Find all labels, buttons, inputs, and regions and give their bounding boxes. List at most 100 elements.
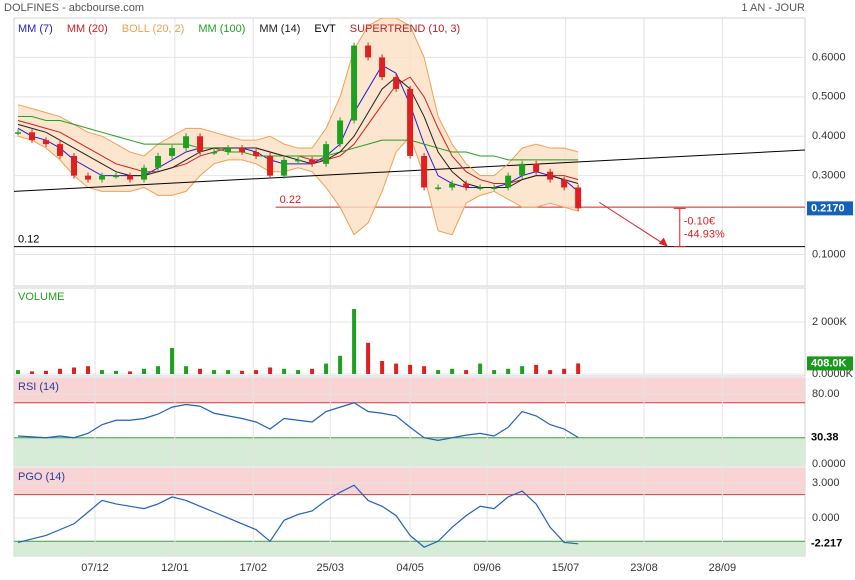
indicator-line: [18, 116, 579, 161]
candle: [211, 152, 218, 154]
volume-bar: [114, 370, 119, 374]
volume-bar: [212, 370, 217, 374]
last-value-box: [807, 536, 853, 551]
last-value-label: 30.38: [811, 431, 839, 443]
candle: [155, 155, 162, 168]
volume-bar: [464, 370, 469, 374]
candle: [519, 163, 526, 176]
candle: [99, 175, 106, 180]
y-tick-label: 0.6000: [812, 51, 846, 63]
candle: [225, 148, 232, 152]
plot: [14, 468, 805, 556]
last-value-label: 408.0K: [811, 357, 847, 369]
candle: [295, 159, 302, 162]
x-tick-label: 23/08: [630, 562, 658, 574]
x-tick-label: 12/01: [161, 562, 189, 574]
volume-bar: [520, 366, 525, 374]
volume-bar: [478, 363, 483, 374]
y-tick-label: 0.0000: [812, 458, 846, 470]
volume-bar: [268, 367, 273, 374]
candle: [365, 45, 372, 58]
volume-bar: [156, 366, 161, 374]
candle: [337, 120, 344, 145]
y-tick-label: 0.3000: [812, 170, 846, 182]
projection-arrow: [599, 201, 669, 248]
volume-bar: [576, 363, 581, 374]
y-tick-label: 2 000K: [812, 316, 848, 328]
candle: [197, 136, 204, 152]
candle: [309, 159, 316, 164]
legend-entry: MM (14): [259, 23, 300, 35]
y-tick-label: 0.5000: [812, 91, 846, 103]
volume-bar: [338, 355, 343, 374]
candle: [435, 187, 442, 189]
candle: [463, 183, 470, 188]
legend-entry: MM (20): [67, 23, 108, 35]
high-zone: [14, 468, 805, 495]
candle: [351, 45, 358, 121]
arrow-head: [658, 237, 668, 247]
volume-bar: [44, 370, 49, 374]
plot: [14, 288, 805, 376]
x-tick-label: 25/03: [317, 562, 345, 574]
volume-bar: [240, 370, 245, 374]
candle: [533, 163, 540, 172]
volume-bar: [72, 367, 77, 374]
volume-bar: [170, 348, 175, 374]
volume-bar: [58, 368, 63, 374]
candle: [323, 144, 330, 164]
volume-bar: [352, 309, 357, 374]
low-zone: [14, 437, 805, 466]
x-tick-label: 07/12: [81, 562, 109, 574]
candle: [449, 183, 456, 188]
volume-bar: [366, 342, 371, 374]
x-tick-label: 04/05: [396, 562, 424, 574]
panel-title: RSI (14): [18, 381, 59, 393]
last-value-label: -2.217: [811, 538, 842, 550]
header-period: 1 AN - JOUR: [741, 2, 805, 14]
plot: [14, 378, 805, 466]
low-zone: [14, 541, 805, 556]
volume-bar: [142, 368, 147, 374]
last-value-box: [807, 356, 853, 371]
panel: [13, 287, 806, 377]
volume-bar: [534, 364, 539, 374]
candle: [15, 132, 22, 134]
volume-bar: [436, 370, 441, 374]
volume-bar: [548, 370, 553, 374]
last-value-box: [807, 201, 853, 216]
volume-bar: [408, 364, 413, 374]
candle: [393, 77, 400, 89]
candle: [421, 155, 428, 188]
volume-bar: [282, 368, 287, 374]
volume-bar: [310, 368, 315, 374]
volume-bar: [184, 366, 189, 374]
candle: [561, 179, 568, 188]
legend-entry: MM (7): [18, 23, 53, 35]
x-tick-label: 09/06: [473, 562, 501, 574]
band: [18, 18, 579, 235]
volume-bar: [394, 363, 399, 374]
legend-entry: BOLL (20, 2): [122, 23, 185, 35]
volume-bar: [100, 370, 105, 374]
x-tick-label: 17/02: [239, 562, 267, 574]
legend-entry: SUPERTREND (10, 3): [350, 23, 460, 35]
candle: [505, 175, 512, 188]
candle: [477, 187, 484, 189]
candle: [141, 167, 148, 180]
x-tick-label: 15/07: [552, 562, 580, 574]
y-tick-label: 80.00: [812, 388, 840, 400]
candle: [183, 136, 190, 149]
candle: [29, 132, 36, 141]
y-tick-label: 0.000: [812, 512, 840, 524]
y-tick-label: 0.1000: [812, 248, 846, 260]
volume-bar: [380, 360, 385, 374]
candle: [43, 140, 50, 145]
trendline: [14, 149, 805, 192]
volume-bar: [506, 368, 511, 374]
high-zone: [14, 378, 805, 403]
last-value-label: 0.2170: [811, 202, 845, 214]
percent-label: -44.93%: [684, 228, 725, 240]
candle: [71, 155, 78, 176]
